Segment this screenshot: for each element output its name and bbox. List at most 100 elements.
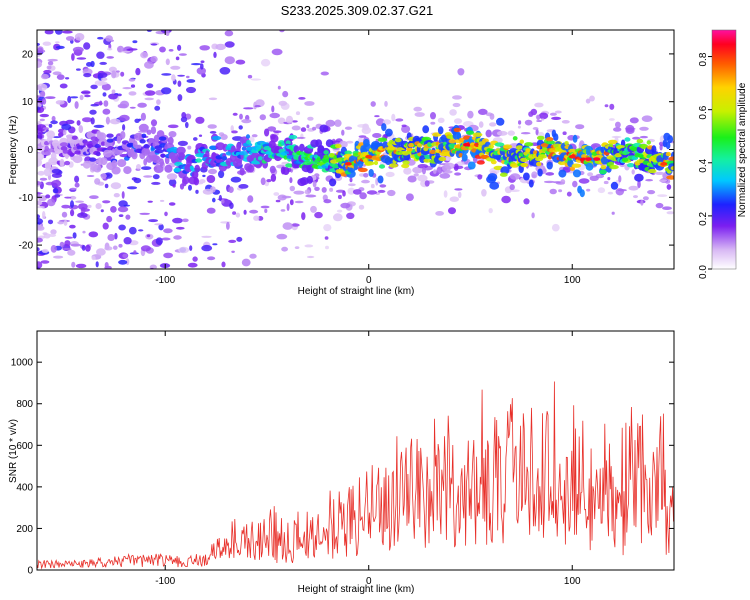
spectral-blob <box>133 177 142 184</box>
spectral-blob <box>507 130 515 136</box>
spectral-blob <box>370 183 375 189</box>
spectral-blob <box>69 187 77 190</box>
spectral-blob <box>288 134 298 140</box>
colorbar-tick-label: 0.4 <box>698 158 709 172</box>
spectral-blob <box>345 140 354 144</box>
spectral-blob <box>448 139 457 144</box>
spectral-blob <box>103 149 113 158</box>
spectrogram-ytick-label: 10 <box>22 97 34 108</box>
spectral-blob <box>37 206 46 209</box>
spectral-blob <box>133 250 137 255</box>
spectral-blob <box>56 74 65 80</box>
spectral-blob <box>560 179 566 185</box>
spectral-blob <box>123 237 132 245</box>
spectral-blob <box>117 45 124 53</box>
spectral-blob <box>76 120 81 126</box>
spectral-blob <box>260 205 270 209</box>
spectral-blob <box>632 136 641 140</box>
spectral-blob <box>519 139 524 144</box>
spectral-blob <box>657 194 668 198</box>
colorbar-tick-label: 0.8 <box>698 52 709 66</box>
spectral-blob <box>553 133 559 142</box>
spectral-blob <box>99 72 108 78</box>
spectral-blob <box>257 156 263 161</box>
spectral-blob <box>88 231 99 238</box>
spectral-blob <box>154 149 164 154</box>
spectral-blob <box>636 138 644 144</box>
spectral-blob <box>47 61 54 66</box>
spectral-peak <box>365 154 373 159</box>
spectral-blob <box>131 151 138 160</box>
spectral-blob <box>286 203 290 211</box>
spectral-blob <box>212 243 218 246</box>
spectral-blob <box>61 204 71 209</box>
spectral-blob <box>528 111 534 117</box>
spectral-blob <box>453 127 462 133</box>
spectral-blob <box>306 165 314 174</box>
spectral-blob <box>432 132 442 137</box>
spectral-blob <box>561 120 570 124</box>
spectral-blob <box>82 160 91 169</box>
spectral-blob <box>300 127 307 132</box>
spectral-blob <box>128 226 137 235</box>
spectral-blob <box>566 191 572 197</box>
spectral-blob <box>264 128 270 137</box>
spectral-blob <box>467 110 474 119</box>
spectral-blob <box>334 119 342 127</box>
spectral-blob <box>65 119 75 125</box>
spectral-blob <box>610 181 619 190</box>
spectrogram-ytick-label: -10 <box>19 193 34 204</box>
spectral-blob <box>104 262 109 269</box>
spectral-blob <box>231 250 235 253</box>
spectral-blob <box>102 92 107 97</box>
spectral-blob <box>152 174 160 180</box>
spectral-blob <box>177 44 182 51</box>
spectral-blob <box>541 118 545 121</box>
spectral-blob <box>48 123 53 128</box>
spectral-blob <box>171 74 176 82</box>
spectral-blob <box>259 114 266 121</box>
spectral-blob <box>295 111 301 116</box>
spectral-blob <box>144 61 154 69</box>
spectral-blob <box>95 261 99 268</box>
spectral-blob <box>299 177 309 186</box>
spectral-blob <box>618 175 622 183</box>
spectral-blob <box>517 125 521 129</box>
spectral-blob <box>382 119 392 125</box>
spectral-blob <box>385 128 393 137</box>
snr-ytick-label: 400 <box>16 482 33 493</box>
spectral-blob <box>235 212 241 218</box>
spectral-blob <box>141 166 152 171</box>
spectral-blob <box>105 116 110 125</box>
spectral-blob <box>177 80 182 87</box>
spectral-blob <box>407 175 417 183</box>
spectral-blob <box>291 223 300 227</box>
spectral-blob <box>430 112 436 120</box>
spectral-blob <box>167 136 174 145</box>
spectral-blob <box>76 57 87 60</box>
spectral-blob <box>337 194 342 200</box>
spectral-blob <box>177 74 186 77</box>
spectral-blob <box>325 245 329 250</box>
spectral-blob <box>39 113 49 118</box>
spectral-blob <box>558 189 563 193</box>
spectral-blob <box>58 132 64 137</box>
spectral-blob <box>70 209 75 217</box>
spectral-blob <box>377 189 386 193</box>
spectral-blob <box>523 172 530 181</box>
spectral-blob <box>158 223 164 231</box>
spectral-blob <box>250 78 262 81</box>
spectral-blob <box>140 51 149 59</box>
spectral-blob <box>247 74 253 79</box>
spectral-blob <box>503 144 513 149</box>
spectral-blob <box>61 123 72 131</box>
snr-ytick-label: 1000 <box>11 358 34 369</box>
spectral-blob <box>150 126 157 135</box>
spectral-blob <box>524 142 534 147</box>
spectral-blob <box>629 117 639 124</box>
spectral-blob <box>545 172 555 176</box>
spectral-blob <box>168 202 176 206</box>
spectral-blob <box>246 140 251 145</box>
spectral-blob <box>59 142 68 147</box>
spectral-blob <box>159 46 166 53</box>
